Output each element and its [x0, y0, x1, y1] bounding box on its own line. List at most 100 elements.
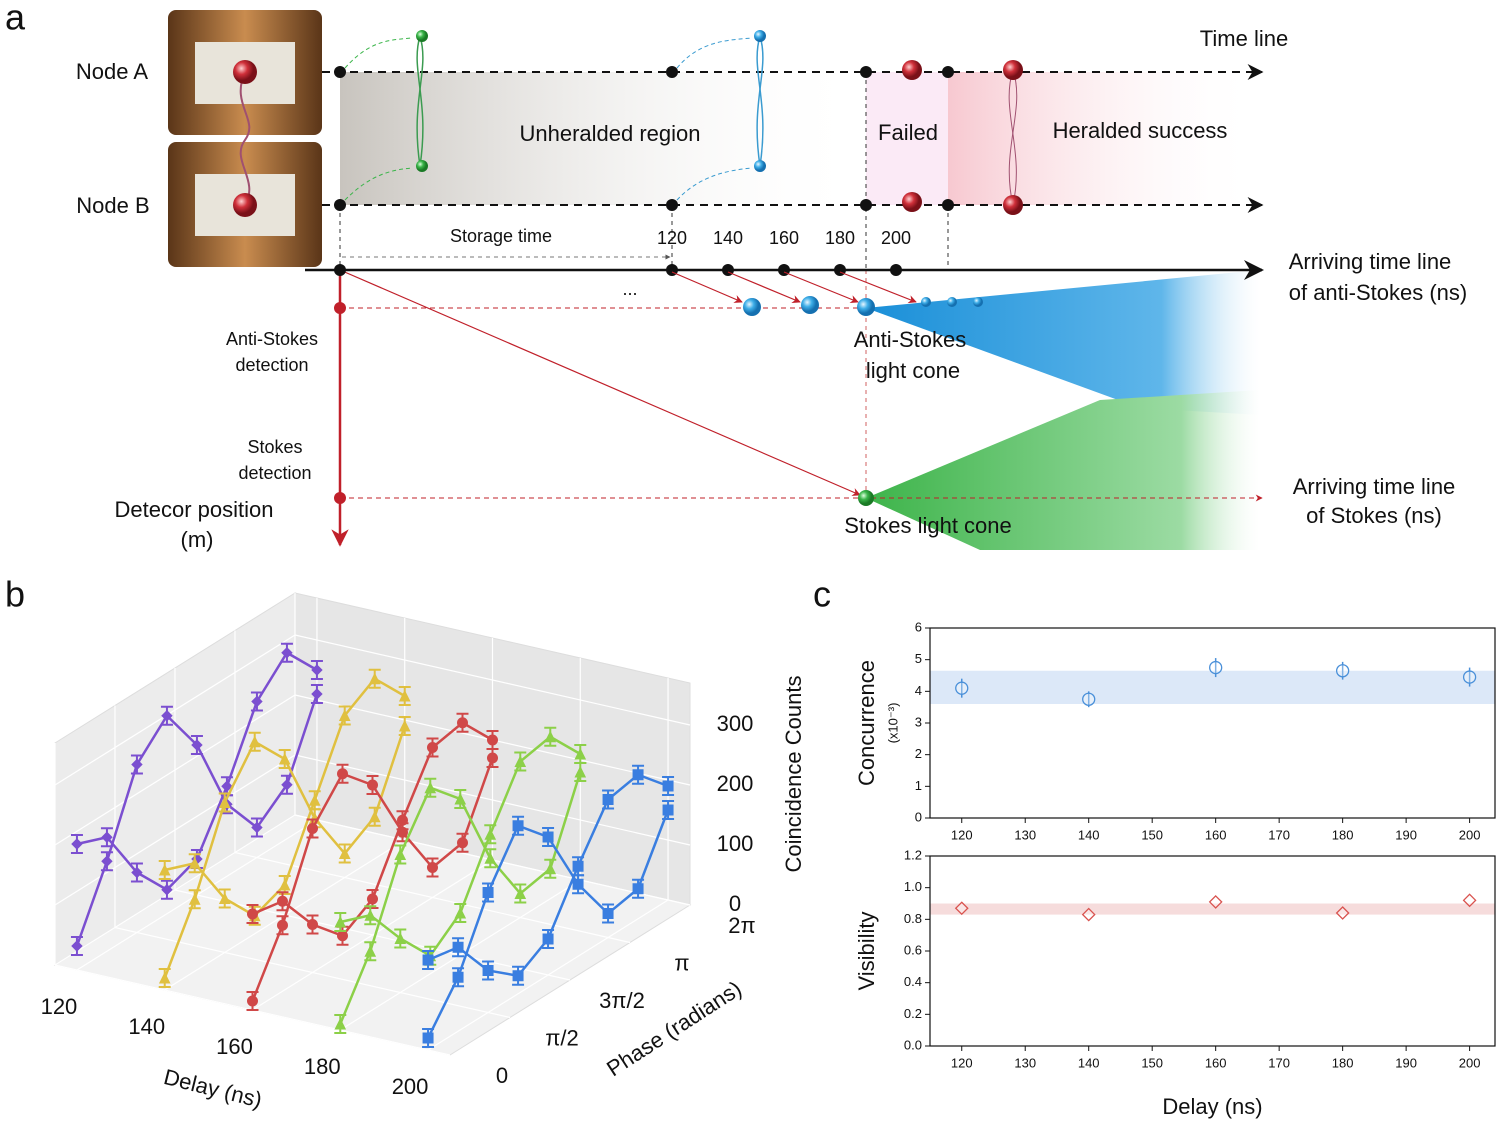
event [334, 492, 346, 504]
marker [131, 866, 143, 879]
marker [398, 689, 411, 702]
tick-label: 200 [881, 228, 911, 248]
marker [188, 857, 201, 869]
marker [218, 892, 231, 904]
label: of anti-Stokes (ns) [1289, 280, 1468, 305]
y-tick-label: 0.6 [904, 942, 922, 957]
stokes-cone [866, 390, 1260, 550]
marker [278, 878, 291, 891]
marker [422, 954, 434, 966]
label: (m) [181, 527, 214, 552]
marker [307, 919, 318, 930]
marker [955, 681, 969, 695]
marker [161, 884, 173, 896]
grid-line [114, 926, 511, 1019]
label: ... [622, 279, 637, 299]
label: Arriving time line [1293, 474, 1456, 499]
marker [544, 862, 557, 875]
marker [101, 831, 113, 843]
arrival [727, 271, 801, 303]
band [930, 670, 1495, 704]
marker [334, 915, 347, 928]
x-tick-label: 170 [1268, 827, 1290, 842]
label: Failed [878, 120, 938, 145]
marker [307, 823, 318, 834]
tick-dot [890, 264, 902, 276]
y-tick-label: 3π/2 [599, 988, 645, 1013]
marker [574, 765, 587, 778]
event [860, 199, 872, 211]
marker [218, 796, 231, 808]
grid-line [294, 634, 691, 726]
marker [281, 779, 293, 791]
x-tick-label: 150 [1141, 1055, 1163, 1070]
x-tick-label: 180 [1332, 827, 1354, 842]
z-tick-label: 0 [729, 891, 741, 916]
tick-label: 180 [825, 228, 855, 248]
y-axis-label: Concurrence [854, 660, 879, 786]
y-tick-label: 1.2 [904, 847, 922, 862]
grid-line [174, 889, 571, 981]
timeline-ticks: 120 140 160 180 200 [657, 228, 983, 316]
marker [278, 752, 291, 765]
marker [188, 893, 201, 905]
marker [542, 831, 554, 843]
grid-line [294, 754, 691, 846]
label: Storage time [450, 226, 552, 246]
marker [602, 908, 614, 919]
marker [632, 883, 644, 895]
marker [191, 739, 203, 751]
event [942, 199, 954, 211]
y-tick-label: π/2 [545, 1025, 579, 1050]
marker [482, 965, 494, 976]
y-tick-label: 4 [915, 683, 922, 698]
x-tick-label: 160 [1205, 827, 1227, 842]
y-tick-label: 0 [496, 1063, 508, 1088]
label: Node A [76, 59, 148, 84]
marker [452, 941, 464, 953]
marker [311, 664, 323, 676]
marker [1462, 670, 1477, 684]
marker [281, 647, 293, 659]
entanglement [239, 71, 251, 206]
marker [71, 940, 83, 952]
marker [544, 730, 557, 743]
tick-label: 140 [713, 228, 743, 248]
x-tick-label: 180 [304, 1054, 341, 1079]
z-tick-label: 200 [717, 771, 754, 796]
x-tick-label: 200 [392, 1074, 429, 1099]
atom [233, 193, 257, 217]
event [334, 264, 346, 276]
tick-label: 120 [657, 228, 687, 248]
x-tick-label: 160 [1205, 1055, 1227, 1070]
label: Time line [1200, 26, 1288, 51]
marker [248, 735, 261, 748]
marker [542, 933, 554, 945]
event [334, 199, 346, 211]
marker [247, 995, 258, 1007]
event [334, 66, 346, 78]
marker [161, 710, 173, 722]
z-tick-label: 100 [717, 831, 754, 856]
stokes-worldline [339, 269, 861, 496]
marker [367, 893, 378, 905]
marker [422, 1032, 434, 1044]
marker [454, 906, 467, 919]
marker [512, 970, 524, 982]
photons [344, 30, 1023, 215]
marker [338, 847, 351, 859]
panel-label: c [813, 574, 831, 615]
marker [487, 752, 498, 764]
y-tick-label: 2 [915, 746, 922, 761]
y-tick-label: 0.4 [904, 974, 922, 989]
y-axis-label: Visibility [854, 911, 879, 990]
marker [452, 971, 464, 983]
marker [131, 758, 143, 771]
marker [662, 780, 674, 792]
marker [572, 878, 584, 890]
y-tick-label: 0.0 [904, 1037, 922, 1052]
marker [247, 908, 258, 920]
marker [334, 1017, 347, 1030]
event [334, 302, 346, 314]
y-tick-label: 5 [915, 651, 922, 666]
